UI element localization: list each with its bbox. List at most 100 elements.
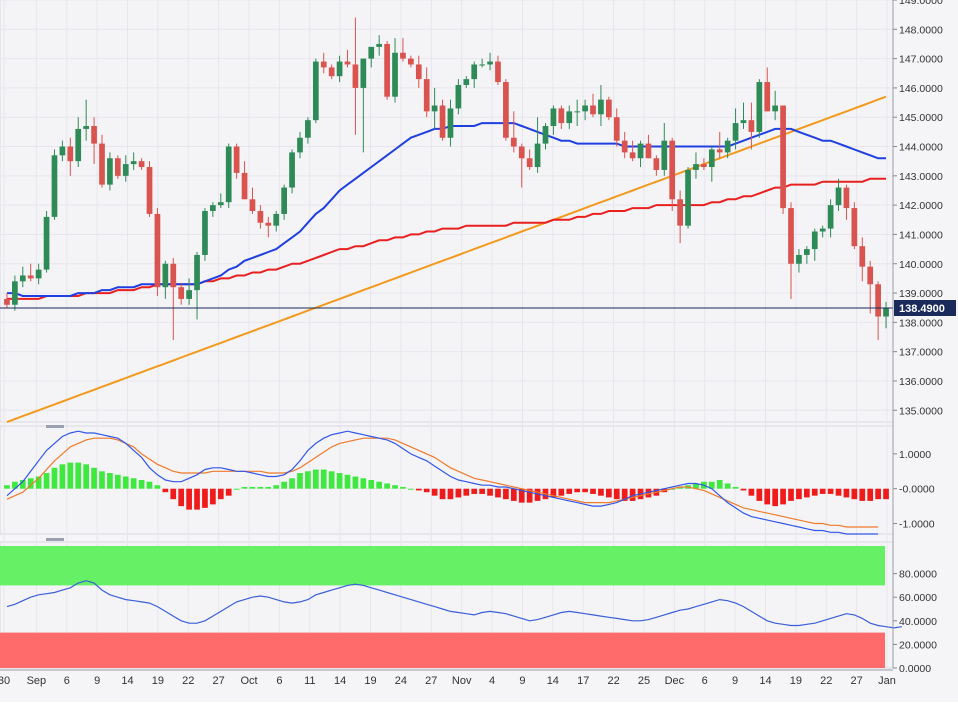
histogram-bar [724, 483, 731, 489]
rsi-y-tick-label: 40.0000 [899, 616, 937, 628]
x-tick-label: Sep [27, 675, 47, 687]
candle-body [27, 275, 34, 279]
histogram-bar [289, 478, 295, 489]
histogram-bar [716, 480, 723, 489]
x-tick-label: 4 [489, 675, 495, 687]
histogram-bar [883, 488, 889, 500]
histogram-bar [819, 488, 826, 494]
histogram-bar [764, 488, 771, 505]
x-tick-label: 9 [732, 675, 738, 687]
candle-body [273, 213, 280, 226]
x-tick-label: 9 [519, 675, 525, 687]
candle-body [360, 58, 367, 88]
candle-body [67, 146, 74, 162]
candle-body [510, 137, 517, 147]
histogram-bar [439, 488, 446, 500]
oscillator-pane [4, 430, 889, 535]
histogram-bar [225, 488, 232, 496]
candle-body [217, 202, 224, 206]
histogram-bar [43, 473, 50, 489]
histogram-bar [12, 481, 18, 489]
candle-body [130, 161, 137, 165]
candle-body [75, 128, 82, 162]
candle-body [408, 58, 414, 65]
histogram-bar [178, 488, 185, 507]
candle-body [107, 158, 113, 185]
candle-body [867, 266, 874, 285]
candle-body [859, 246, 866, 267]
histogram-bar [487, 488, 493, 496]
candle-body [542, 126, 549, 144]
histogram-bar [558, 488, 565, 496]
y-tick-label: 143.0000 [899, 171, 943, 183]
candle-body [827, 205, 834, 229]
y-tick-label: 137.0000 [899, 347, 943, 359]
histogram-bar [400, 486, 406, 489]
histogram-bar [693, 483, 699, 489]
x-tick-label: Nov [452, 675, 472, 687]
last-price-badge [894, 300, 956, 317]
histogram-bar [154, 485, 161, 489]
candle-body [431, 105, 438, 112]
histogram-bar [606, 488, 612, 498]
histogram-bar [859, 488, 866, 501]
histogram-bar [305, 471, 311, 489]
candle-body [384, 43, 390, 97]
candle-body [685, 169, 691, 226]
x-tick-label: Oct [240, 675, 257, 687]
candle-body [114, 158, 121, 176]
last-price-label: 138.4900 [899, 303, 945, 315]
x-tick-label: 30 [0, 675, 10, 687]
candle-body [566, 111, 573, 124]
candle-body [154, 213, 161, 288]
histogram-bar [447, 488, 454, 500]
candle-body [550, 108, 557, 127]
rsi-y-tick-label: 80.0000 [899, 569, 937, 581]
candle-body [35, 269, 42, 279]
candle-body [693, 164, 699, 170]
x-tick-label: 27 [425, 675, 437, 687]
oversold-zone [0, 632, 885, 668]
candle-body [875, 284, 881, 317]
histogram-bar [708, 481, 715, 489]
candle-body [59, 146, 66, 156]
candle-body [819, 228, 826, 232]
histogram-bar [732, 486, 739, 489]
histogram-bar [265, 486, 272, 489]
histogram-bar [392, 485, 398, 489]
histogram-bar [186, 488, 192, 510]
y-tick-label: 146.0000 [899, 83, 943, 95]
histogram-bar [503, 488, 509, 500]
candle-body [83, 126, 90, 129]
candle-body [748, 120, 755, 132]
histogram-bar [320, 469, 327, 489]
histogram-bar [241, 486, 248, 489]
histogram-bar [550, 488, 557, 498]
histogram-bar [202, 488, 208, 508]
histogram-bar [621, 488, 628, 501]
candle-body [51, 155, 58, 217]
histogram-bar [233, 488, 240, 490]
candle-body [796, 254, 802, 264]
candle-body [606, 99, 612, 118]
candle-body [257, 211, 264, 223]
histogram-bar [867, 488, 874, 501]
candle-body [526, 158, 533, 168]
sma-200-line [6, 95, 887, 423]
oscillator-y-tick-label: -0.0000 [899, 484, 935, 496]
rsi-y-tick-label: 60.0000 [899, 592, 937, 604]
histogram-bar [479, 488, 485, 494]
histogram-bar [19, 480, 26, 489]
oscillator-y-tick-label: -1.0000 [899, 519, 935, 531]
candle-body [788, 208, 794, 264]
candle-body [851, 208, 858, 247]
histogram-bar [217, 488, 224, 500]
candle-body [558, 108, 565, 124]
candle-body [400, 52, 406, 59]
candle-body [732, 123, 739, 141]
histogram-bar [677, 486, 683, 489]
candle-body [202, 211, 208, 255]
price-pane-bg [0, 0, 894, 423]
rsi-y-tick-label: 20.0000 [899, 639, 937, 651]
